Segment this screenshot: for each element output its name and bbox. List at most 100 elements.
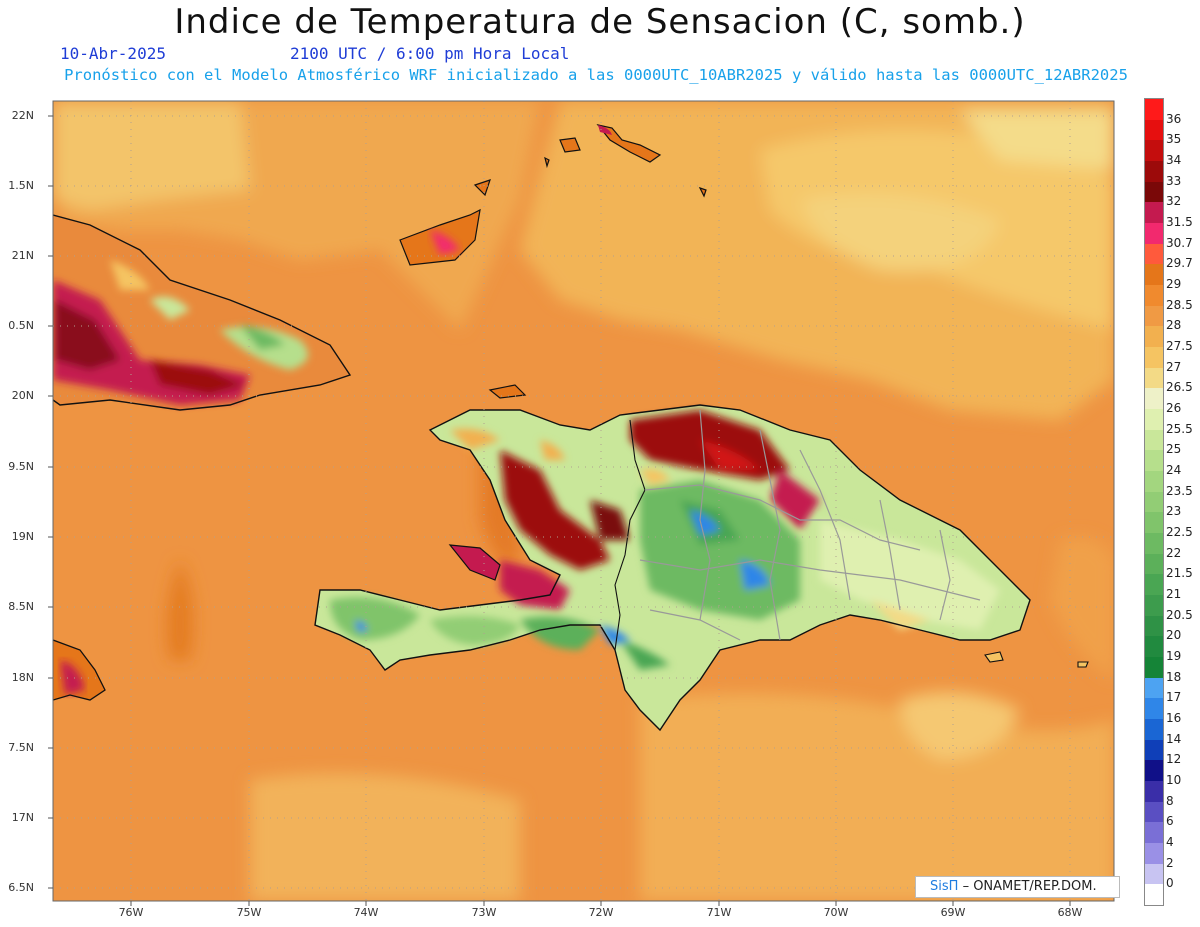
colorbar-label: 14 — [1166, 731, 1182, 746]
ocean-light-regions — [53, 101, 1114, 901]
jamaica-land — [53, 639, 106, 701]
lat-label-16-5n: 6.5N — [8, 881, 34, 894]
colorbar-label: 34 — [1166, 153, 1182, 167]
colorbar-cell — [1145, 719, 1163, 741]
colorbar-label: 16 — [1166, 711, 1182, 725]
colorbar-cell — [1145, 533, 1163, 555]
colorbar-cell — [1145, 491, 1163, 513]
colorbar-label: 24 — [1166, 463, 1182, 477]
colorbar-cell — [1145, 574, 1163, 596]
lat-label-17n: 17N — [11, 811, 34, 824]
colorbar-cell — [1145, 347, 1163, 369]
colorbar-cell — [1145, 202, 1163, 224]
credit-brand: SisΠ — [930, 879, 959, 894]
colorbar-cell — [1145, 243, 1163, 265]
colorbar-label: 2 — [1166, 855, 1174, 870]
colorbar-label: 6 — [1166, 814, 1174, 829]
colorbar-label: 33 — [1166, 173, 1182, 188]
colorbar-cell — [1145, 326, 1163, 348]
lon-label-71w: 71W — [706, 906, 732, 919]
lat-label-21n: 21N — [11, 249, 34, 262]
colorbar — [1144, 98, 1164, 906]
colorbar-label: 28 — [1166, 318, 1182, 333]
colorbar-label: 20.5 — [1166, 607, 1193, 622]
colorbar-cell — [1145, 119, 1163, 141]
colorbar-label: 27 — [1166, 359, 1182, 374]
colorbar-cell — [1145, 595, 1163, 617]
colorbar-label: 27.5 — [1166, 339, 1193, 353]
colorbar-label: 19 — [1166, 649, 1182, 663]
colorbar-label: 21 — [1166, 587, 1182, 601]
lat-label-18n: 18N — [11, 671, 34, 684]
colorbar-label: 22.5 — [1166, 525, 1193, 539]
colorbar-label: 25.5 — [1166, 421, 1193, 436]
colorbar-label: 31.5 — [1166, 215, 1193, 229]
colorbar-cell — [1145, 429, 1163, 451]
cuba-land — [53, 214, 352, 411]
colorbar-cell — [1145, 99, 1163, 121]
colorbar-cell — [1145, 450, 1163, 472]
colorbar-cell — [1145, 367, 1163, 389]
colorbar-cell — [1145, 305, 1163, 327]
colorbar-label: 25 — [1166, 442, 1182, 457]
hispaniola-land — [314, 404, 1031, 732]
lon-label-69w: 69W — [940, 906, 966, 919]
colorbar-cell — [1145, 223, 1163, 245]
valid-time: 2100 UTC / 6:00 pm Hora Local — [290, 44, 570, 63]
colorbar-cell — [1145, 615, 1163, 637]
lat-label-21-5n: 1.5N — [8, 179, 34, 192]
colorbar-label: 23.5 — [1166, 483, 1193, 498]
colorbar-cell — [1145, 553, 1163, 575]
colorbar-label: 8 — [1166, 793, 1174, 808]
colorbar-cell — [1145, 161, 1163, 183]
colorbar-label: 22 — [1166, 545, 1182, 560]
colorbar-label: 21.5 — [1166, 566, 1193, 581]
colorbar-cell — [1145, 264, 1163, 286]
colorbar-cell — [1145, 863, 1163, 885]
lon-label-72w: 72W — [588, 906, 614, 919]
colorbar-label: 30.7 — [1166, 235, 1193, 250]
colorbar-label: 18 — [1166, 669, 1182, 684]
lat-label-19n: 19N — [11, 530, 34, 543]
credit-text: – ONAMET/REP.DOM. — [962, 879, 1097, 894]
colorbar-cell — [1145, 388, 1163, 410]
colorbar-cell — [1145, 677, 1163, 699]
lat-label-17-5n: 7.5N — [8, 741, 34, 754]
colorbar-cell — [1145, 657, 1163, 679]
colorbar-label: 23 — [1166, 504, 1182, 519]
lat-label-18-5n: 8.5N — [8, 600, 34, 613]
lat-label-19-5n: 9.5N — [8, 460, 34, 473]
colorbar-label: 28.5 — [1166, 297, 1193, 312]
colorbar-label: 36 — [1166, 111, 1182, 126]
bahamas-islands — [399, 124, 707, 399]
colorbar-cell — [1145, 471, 1163, 493]
colorbar-cell — [1145, 409, 1163, 431]
colorbar-label: 29 — [1166, 277, 1182, 291]
colorbar-label: 0 — [1166, 876, 1174, 891]
colorbar-cell — [1145, 884, 1163, 906]
lon-label-76w: 76W — [118, 906, 144, 919]
colorbar-cell — [1145, 843, 1163, 865]
colorbar-label: 26 — [1166, 401, 1182, 415]
colorbar-label: 26.5 — [1166, 380, 1193, 395]
graticule — [53, 101, 1114, 901]
colorbar-label: 29.7 — [1166, 256, 1193, 271]
colorbar-label: 17 — [1166, 690, 1182, 705]
colorbar-cell — [1145, 512, 1163, 534]
valid-date: 10-Abr-2025 — [60, 44, 166, 63]
colorbar-cell — [1145, 739, 1163, 761]
credit-box: SisΠ – ONAMET/REP.DOM. — [915, 876, 1120, 898]
lat-label-20n: 20N — [11, 389, 34, 402]
colorbar-cell — [1145, 636, 1163, 658]
forecast-note: Pronóstico con el Modelo Atmosférico WRF… — [64, 66, 1128, 84]
colorbar-label: 12 — [1166, 752, 1182, 767]
lat-label-20-5n: 0.5N — [8, 319, 34, 332]
lon-label-68w: 68W — [1057, 906, 1083, 919]
lat-label-22n: 22N — [11, 109, 34, 122]
colorbar-label: 10 — [1166, 773, 1182, 787]
map-frame — [52, 100, 1115, 902]
colorbar-label: 35 — [1166, 132, 1182, 147]
colorbar-cell — [1145, 181, 1163, 203]
lon-label-75w: 75W — [236, 906, 262, 919]
colorbar-cell — [1145, 760, 1163, 782]
